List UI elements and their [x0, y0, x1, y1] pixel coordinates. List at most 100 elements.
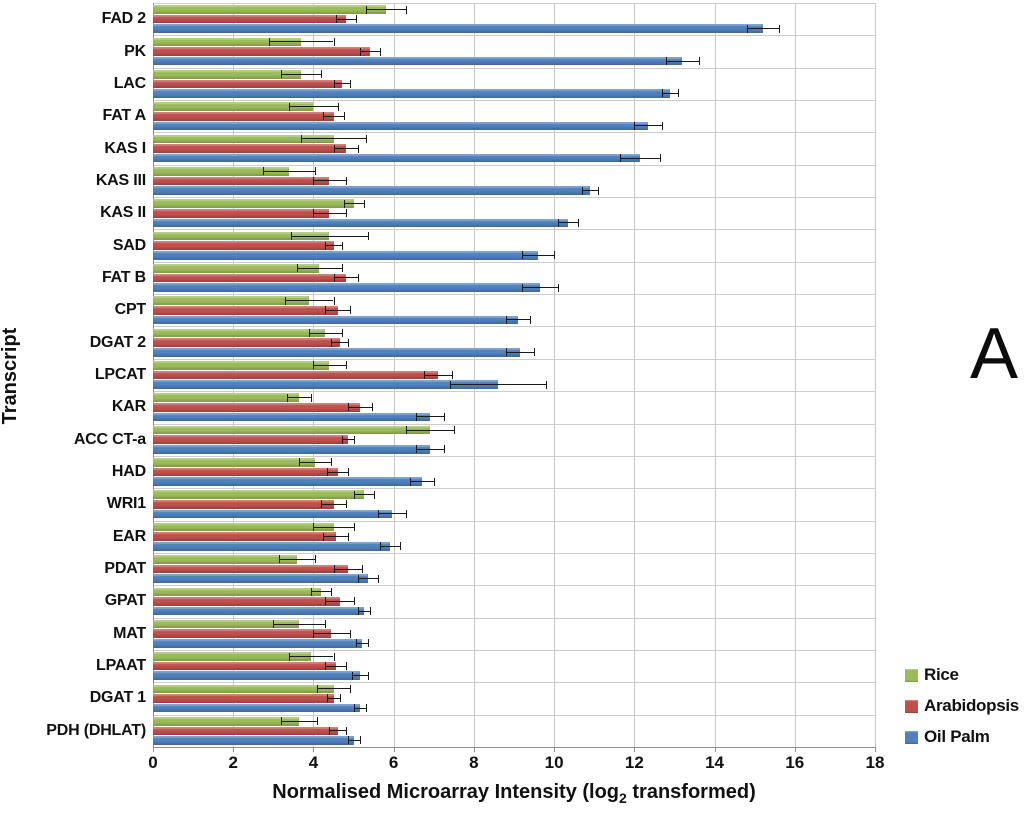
error-bar	[323, 536, 348, 538]
bar-arabidopsis	[153, 694, 334, 703]
x-gridline	[875, 3, 876, 747]
error-bar-cap	[343, 112, 345, 121]
error-bar	[449, 384, 547, 386]
error-bar-cap	[287, 393, 289, 402]
x-tick-label: 18	[865, 753, 885, 772]
category-label: FAT B	[101, 268, 146, 286]
error-bar-cap	[345, 209, 347, 218]
error-bar	[353, 494, 374, 496]
category-gridline	[153, 585, 875, 587]
error-bar-cap	[325, 306, 327, 315]
error-bar	[327, 697, 340, 699]
bar-arabidopsis	[153, 338, 340, 347]
category-label: LPAAT	[96, 657, 146, 675]
error-bar-cap	[311, 393, 313, 402]
category-gridline	[153, 682, 875, 684]
error-bar	[343, 203, 364, 205]
error-bar-cap	[333, 144, 335, 153]
error-bar	[634, 125, 663, 127]
error-bar-cap	[433, 477, 435, 486]
category-label: SAD	[112, 236, 146, 254]
error-bar-cap	[337, 102, 339, 111]
bar-arabidopsis	[153, 629, 332, 639]
error-bar-cap	[317, 684, 319, 693]
error-bar	[309, 332, 342, 334]
error-bar-cap	[325, 662, 327, 671]
x-axis-line	[153, 747, 876, 748]
error-bar	[301, 138, 366, 140]
error-bar-cap	[505, 315, 507, 324]
error-bar	[317, 688, 350, 690]
error-bar	[327, 471, 348, 473]
error-bar-cap	[365, 134, 367, 143]
error-bar	[505, 319, 531, 321]
category-label: LAC	[113, 74, 146, 92]
error-bar-cap	[343, 199, 345, 208]
error-bar-cap	[634, 121, 636, 130]
bar-rice	[153, 296, 310, 305]
error-bar-cap	[345, 361, 347, 370]
error-bar	[620, 157, 661, 159]
error-bar-cap	[377, 509, 379, 518]
category-gridline	[153, 455, 875, 457]
error-bar	[325, 309, 350, 311]
bar-rice	[153, 69, 302, 79]
error-bar-cap	[279, 555, 281, 564]
bar-rice	[153, 5, 386, 14]
error-bar-cap	[778, 24, 780, 33]
error-bar-cap	[331, 458, 333, 467]
error-bar-cap	[323, 112, 325, 121]
error-bar-cap	[349, 306, 351, 315]
category-gridline	[153, 488, 875, 490]
error-bar	[558, 222, 579, 224]
error-bar-cap	[449, 380, 451, 389]
error-bar-cap	[349, 684, 351, 693]
bar-rice	[153, 328, 326, 338]
category-label: KAS III	[95, 171, 146, 189]
error-bar	[289, 106, 338, 108]
error-bar	[297, 267, 342, 269]
error-bar-cap	[415, 412, 417, 421]
error-bar-cap	[359, 47, 361, 56]
error-bar-cap	[367, 671, 369, 680]
error-bar	[423, 374, 452, 376]
error-bar	[311, 591, 332, 593]
bar-oil-palm	[153, 606, 364, 616]
error-bar-cap	[379, 47, 381, 56]
error-bar-cap	[301, 134, 303, 143]
error-bar-cap	[522, 283, 524, 292]
category-gridline	[153, 423, 875, 425]
error-bar-cap	[423, 371, 425, 379]
error-bar-cap	[353, 523, 355, 532]
category-gridline	[153, 261, 875, 263]
error-bar	[333, 568, 362, 570]
bar-arabidopsis	[153, 726, 338, 736]
bar-rice	[153, 458, 316, 467]
category-label: EAR	[112, 527, 146, 545]
bar-oil-palm	[153, 574, 368, 583]
error-bar-cap	[365, 5, 367, 14]
bar-oil-palm	[153, 121, 649, 131]
error-bar-cap	[363, 199, 365, 208]
error-bar-cap	[333, 273, 335, 282]
error-bar	[377, 513, 406, 515]
error-bar-cap	[329, 726, 331, 735]
bar-rice	[153, 393, 300, 403]
error-bar-cap	[505, 348, 507, 357]
error-bar	[365, 9, 406, 11]
bar-oil-palm	[153, 250, 539, 260]
category-label: CPT	[114, 301, 147, 319]
bar-arabidopsis	[153, 435, 348, 444]
bar-rice	[153, 264, 320, 273]
category-gridline	[153, 552, 875, 554]
bar-rice	[153, 587, 322, 597]
x-tick-label: 8	[469, 753, 479, 772]
error-bar-cap	[405, 426, 407, 435]
error-bar-cap	[345, 662, 347, 671]
category-label: KAR	[111, 398, 146, 416]
bar-oil-palm	[153, 218, 569, 228]
error-bar-cap	[355, 15, 357, 24]
error-bar-cap	[347, 338, 349, 347]
error-bar-cap	[263, 167, 265, 176]
error-bar-cap	[333, 37, 335, 46]
